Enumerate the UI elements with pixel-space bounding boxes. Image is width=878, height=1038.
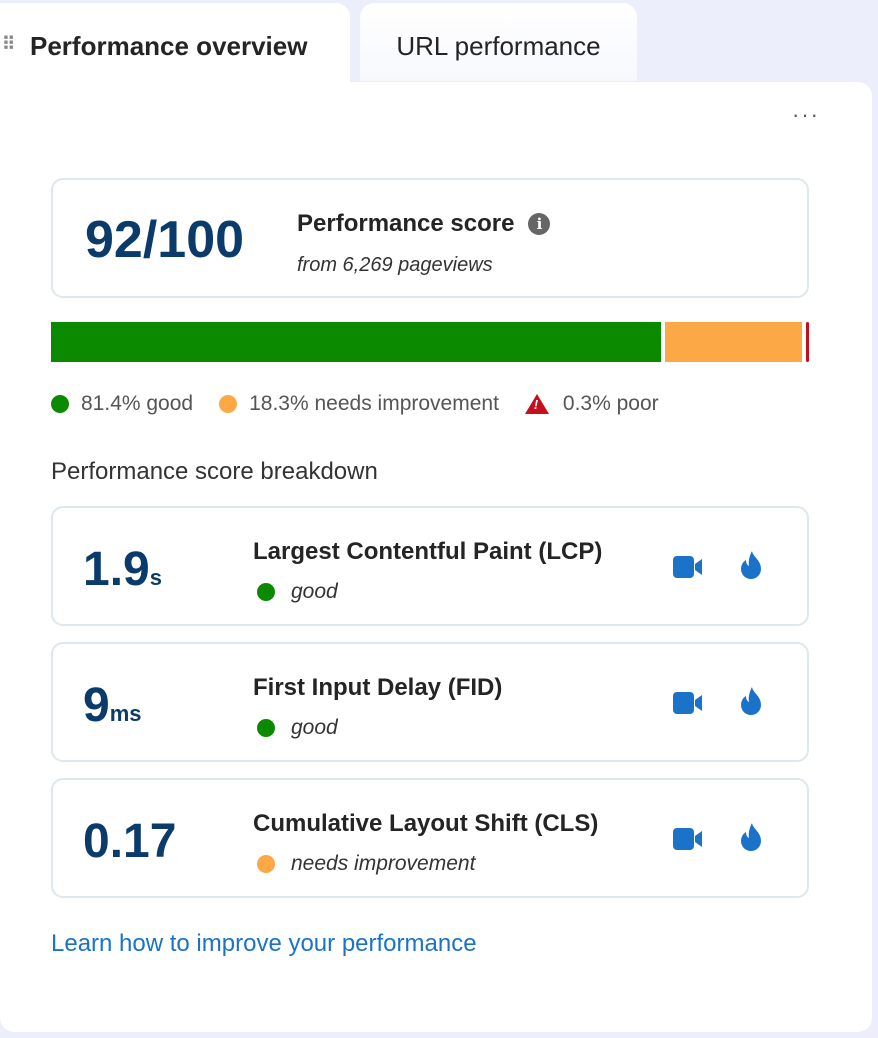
legend-label: 0.3% poor [562,392,659,415]
warning-icon [524,394,549,414]
score-title: Performance score i [297,210,551,238]
legend-poor: 0.3% poor [524,392,659,416]
status-text: good [291,716,338,739]
metric-value: 1.9s [83,542,162,597]
learn-more-link[interactable]: Learn how to improve your performance [51,930,477,957]
tab-url-performance[interactable]: URL performance [360,3,637,81]
metric-status: good [257,716,338,740]
flame-icon[interactable] [739,686,763,716]
metric-unit: s [149,565,162,590]
score-title-text: Performance score [297,210,515,237]
video-camera-icon[interactable] [673,692,703,714]
legend-needs-improvement: 18.3% needs improvement [219,392,499,416]
video-camera-icon[interactable] [673,556,703,578]
metric-name: Cumulative Layout Shift (CLS) [253,810,599,837]
legend-good: 81.4% good [51,392,193,416]
flame-icon[interactable] [739,822,763,852]
performance-panel: ··· 92/100 Performance score i from 6,269… [0,82,872,1032]
breakdown-title: Performance score breakdown [51,458,378,485]
status-text: needs improvement [291,852,476,875]
status-text: good [291,580,338,603]
info-icon[interactable]: i [528,213,551,235]
flame-icon[interactable] [739,550,763,580]
more-options-button[interactable]: ··· [792,102,820,127]
metric-number: 0.17 [83,815,177,868]
metric-unit: ms [109,701,142,726]
metric-number: 1.9 [83,543,150,596]
good-dot-icon [51,395,69,413]
legend-label: 81.4% good [81,392,194,415]
needs-improvement-dot-icon [219,395,238,413]
distribution-segment [664,322,802,362]
tab-performance-overview[interactable]: ⠿ Performance overview [0,3,350,93]
status-dot-icon [257,719,275,737]
tab-label: Performance overview [30,31,308,61]
metric-card: 1.9s Largest Contentful Paint (LCP) good [51,506,809,626]
distribution-segment [806,322,809,362]
metric-value: 9ms [83,678,142,733]
metric-card: 0.17 Cumulative Layout Shift (CLS) needs… [51,778,809,898]
metric-status: good [257,580,338,604]
drag-handle-icon[interactable]: ⠿ [2,34,15,54]
metric-number: 9 [83,679,110,732]
tab-label: URL performance [396,31,601,61]
score-card: 92/100 Performance score i from 6,269 pag… [51,178,809,298]
metric-card: 9ms First Input Delay (FID) good [51,642,809,762]
status-dot-icon [257,583,275,601]
metric-name: First Input Delay (FID) [253,674,503,701]
status-dot-icon [257,855,275,873]
metric-name: Largest Contentful Paint (LCP) [253,538,603,565]
metric-value: 0.17 [83,814,176,869]
distribution-bar [51,322,809,362]
metric-status: needs improvement [257,852,475,876]
video-camera-icon[interactable] [673,828,703,850]
distribution-legend: 81.4% good 18.3% needs improvement 0.3% … [51,392,659,416]
legend-label: 18.3% needs improvement [249,392,499,415]
score-value: 92/100 [85,211,245,269]
distribution-segment [51,322,661,362]
score-subtitle: from 6,269 pageviews [297,254,493,276]
